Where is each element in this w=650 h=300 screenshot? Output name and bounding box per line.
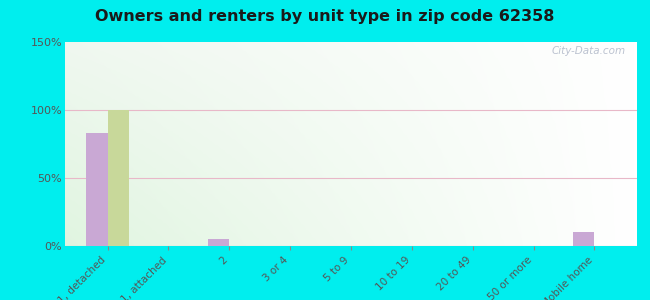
Bar bbox=[86, 133, 108, 246]
Bar bbox=[573, 232, 594, 246]
Text: Owners and renters by unit type in zip code 62358: Owners and renters by unit type in zip c… bbox=[96, 9, 554, 24]
Text: City-Data.com: City-Data.com bbox=[551, 46, 625, 56]
Bar bbox=[108, 110, 129, 246]
Bar bbox=[208, 239, 229, 246]
